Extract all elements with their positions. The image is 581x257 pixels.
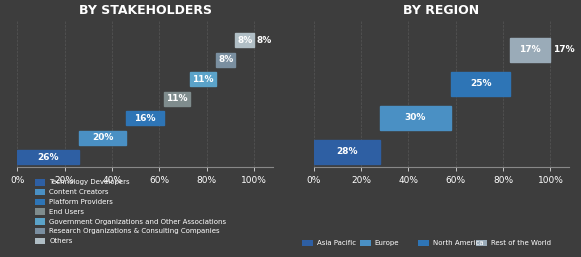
Bar — [235, 33, 254, 47]
Text: Research Organizations & Consulting Companies: Research Organizations & Consulting Comp… — [49, 228, 220, 234]
Bar — [451, 72, 510, 96]
Title: BY REGION: BY REGION — [403, 4, 480, 17]
Text: North America: North America — [433, 240, 483, 246]
Text: 11%: 11% — [192, 75, 214, 84]
Text: 28%: 28% — [336, 147, 358, 156]
Bar — [79, 131, 126, 145]
Text: 26%: 26% — [37, 153, 59, 162]
Text: 11%: 11% — [166, 94, 188, 103]
Bar — [380, 106, 451, 130]
Text: Content Creators: Content Creators — [49, 189, 109, 195]
Bar — [126, 111, 164, 125]
Text: 8%: 8% — [256, 36, 272, 45]
Text: 8%: 8% — [218, 55, 234, 64]
Bar — [190, 72, 216, 86]
Text: Technology Developers: Technology Developers — [49, 179, 130, 186]
Bar — [164, 92, 190, 106]
Bar — [510, 38, 550, 62]
Text: 16%: 16% — [134, 114, 156, 123]
Text: Others: Others — [49, 238, 73, 244]
Text: End Users: End Users — [49, 209, 84, 215]
Text: Europe: Europe — [375, 240, 399, 246]
Text: 17%: 17% — [519, 45, 541, 54]
Text: Rest of the World: Rest of the World — [491, 240, 551, 246]
Text: 20%: 20% — [92, 133, 113, 142]
Text: Platform Providers: Platform Providers — [49, 199, 113, 205]
Text: Asia Pacific: Asia Pacific — [317, 240, 356, 246]
Bar — [17, 150, 79, 164]
Text: 30%: 30% — [405, 113, 426, 122]
Bar — [314, 140, 380, 164]
Bar — [216, 53, 235, 67]
Title: BY STAKEHOLDERS: BY STAKEHOLDERS — [79, 4, 211, 17]
Text: 8%: 8% — [237, 36, 252, 45]
Text: 17%: 17% — [553, 45, 575, 54]
Text: 25%: 25% — [470, 79, 492, 88]
Text: Government Organizations and Other Associations: Government Organizations and Other Assoc… — [49, 218, 227, 225]
